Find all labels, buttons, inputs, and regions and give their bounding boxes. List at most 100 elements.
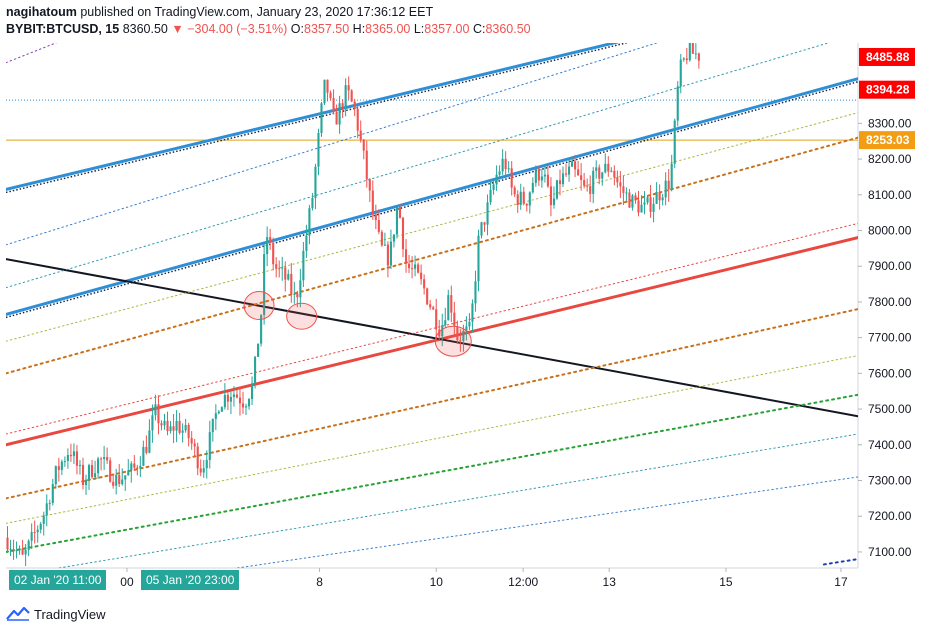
candle-body (664, 180, 667, 198)
candle-body (522, 191, 525, 204)
candle-body (492, 184, 495, 190)
candle-body (329, 92, 332, 99)
candle-body (398, 207, 402, 218)
price-label-1: 8394.28 (866, 83, 910, 97)
price-tick-label: 8000.00 (868, 224, 912, 238)
candle-body (281, 267, 284, 269)
candle-body (555, 180, 559, 199)
candle-body (685, 58, 688, 61)
candle-body (187, 424, 190, 439)
candle-body (78, 465, 82, 467)
candle-body (655, 192, 658, 204)
candle-body (84, 479, 88, 486)
candle-body (441, 325, 444, 337)
candle-body (386, 244, 389, 266)
price-tick-label: 8300.00 (868, 116, 912, 130)
tradingview-brand: TradingView (34, 606, 106, 622)
candle-body (24, 549, 27, 555)
candle-body (157, 404, 160, 424)
candle-body (6, 537, 9, 550)
candle-body (507, 168, 510, 170)
candle-body (377, 220, 380, 232)
candle-body (634, 195, 637, 201)
candle-body (296, 293, 299, 298)
candle-body (510, 168, 513, 188)
candle-body (694, 53, 697, 55)
candle-body (175, 420, 178, 431)
candle-body (178, 420, 181, 433)
tradingview-footer[interactable]: TradingView (6, 604, 106, 624)
candle-body (604, 163, 607, 173)
candle-body (673, 120, 676, 164)
candle-body (450, 295, 453, 313)
trend-line-red (6, 236, 858, 447)
price-label-box-1 (859, 80, 915, 99)
candle-body (435, 309, 438, 330)
trend-line-black (6, 258, 858, 418)
high-value: 8365.00 (365, 22, 411, 36)
candle-body (616, 177, 619, 183)
candle-body (90, 465, 94, 478)
candle-body (631, 195, 634, 208)
time-tick-label: 15 (719, 575, 733, 589)
time-tick-label: 8 (316, 575, 323, 589)
trend-line-olive-1 (6, 355, 858, 524)
candle-body (444, 320, 447, 326)
candle-body (438, 329, 441, 337)
candle-body (516, 194, 519, 205)
candle-body (691, 43, 694, 54)
candle-body (145, 446, 148, 453)
time-tick-label: 12:00 (508, 575, 538, 589)
candle-body (417, 264, 420, 273)
publish-info: published on TradingView.com, January 23… (80, 5, 434, 19)
candle-body (589, 186, 592, 194)
price-tick-label: 7600.00 (868, 366, 912, 380)
candle-body (447, 295, 450, 321)
candle-body (368, 179, 371, 191)
candle-body (326, 79, 329, 93)
price-tick-label: 7500.00 (868, 402, 912, 416)
candle-body (151, 415, 154, 431)
candle-body (682, 58, 685, 60)
candle-body (420, 272, 423, 280)
chart-header: nagihatoum published on TradingView.com,… (6, 4, 906, 38)
candle-body (278, 268, 281, 270)
candle-body (353, 101, 356, 109)
candle-body (558, 180, 562, 185)
last-price: 8360.50 (122, 22, 168, 36)
author-name[interactable]: nagihatoum (6, 5, 77, 19)
open-label: O: (290, 22, 304, 36)
candle-body (184, 424, 187, 431)
candle-body (133, 463, 136, 468)
price-tick-label: 7300.00 (868, 474, 912, 488)
trend-line-teal-1 (6, 43, 830, 289)
candle-body (432, 307, 435, 310)
candle-body (528, 192, 531, 206)
candle-body (36, 529, 39, 533)
candle-body (453, 312, 456, 327)
candle-body (27, 540, 30, 550)
candle-body (217, 411, 220, 414)
candle-body (676, 86, 679, 121)
trend-line-shadow-blue-upper (6, 43, 630, 194)
candle-body (598, 167, 601, 179)
candle-body (323, 79, 326, 104)
candle-body (302, 250, 305, 281)
candle-body (205, 459, 208, 469)
candle-body (15, 550, 18, 552)
price-tick-label: 7700.00 (868, 331, 912, 345)
candle-body (474, 281, 477, 304)
candle-body (471, 303, 474, 322)
time-tick-label: 10 (430, 575, 444, 589)
candle-body (127, 470, 130, 476)
candle-body (275, 264, 278, 269)
candle-body (284, 267, 287, 280)
candle-body (169, 426, 172, 432)
candle-body (595, 167, 598, 171)
candle-body (272, 242, 275, 265)
candle-body (592, 170, 595, 194)
candle-body (30, 531, 33, 541)
candle-body (371, 190, 374, 215)
candle-body (643, 202, 646, 205)
